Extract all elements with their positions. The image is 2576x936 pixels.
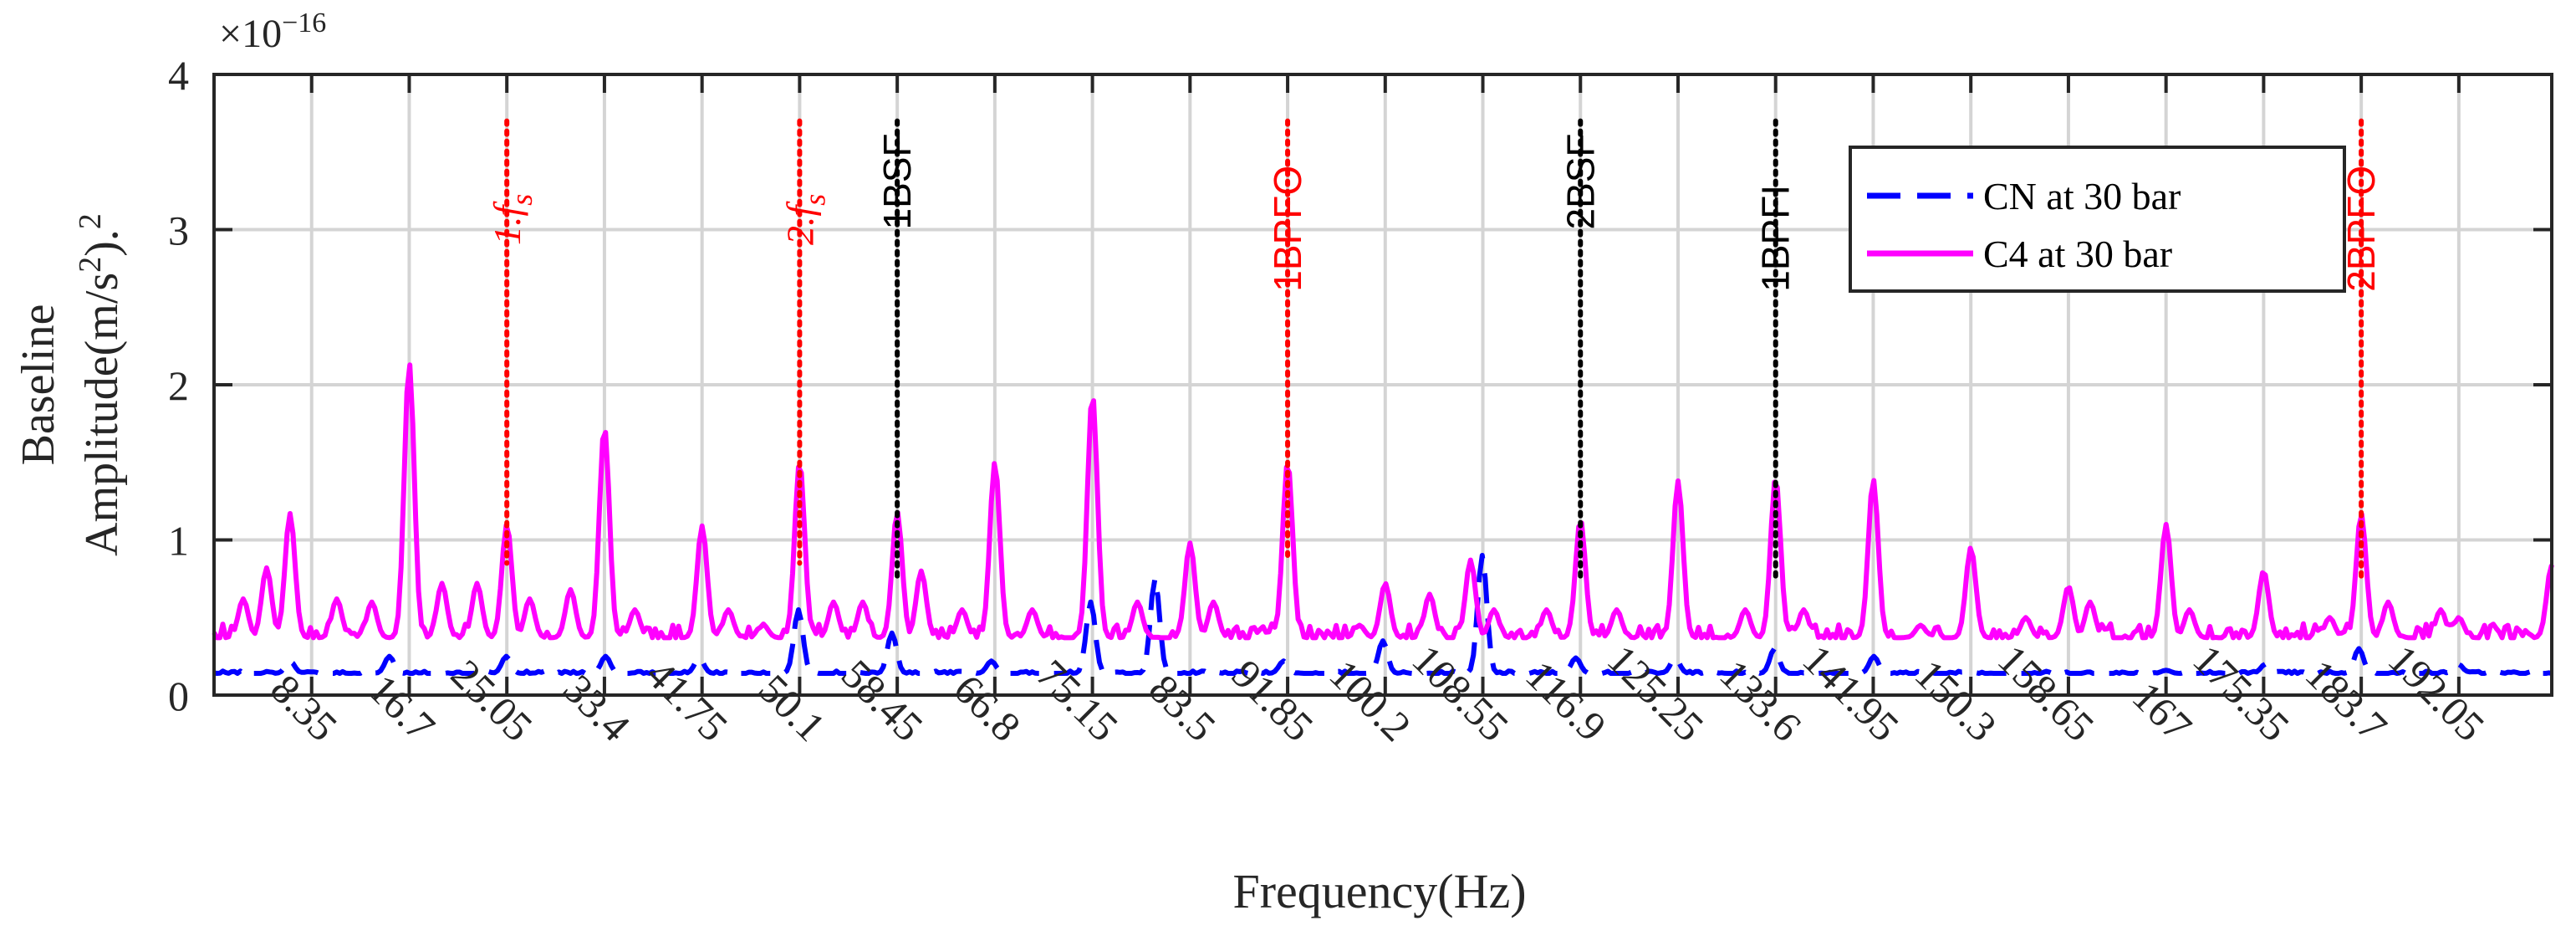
series-line-c4: [212, 362, 2554, 641]
y-tick-label: 2: [168, 362, 189, 409]
annotation-label: 1BPFI: [1754, 185, 1798, 292]
annotation-label: 1BPFO: [1266, 166, 1309, 292]
y-axis-label-line1: Baseline: [13, 304, 64, 466]
y-tick-label: 4: [168, 52, 189, 99]
y-tick-label: 1: [168, 518, 189, 565]
legend-label-cn: CN at 30 bar: [1983, 175, 2181, 217]
x-axis-label: Frequency(Hz): [1232, 864, 1526, 918]
series-layer: [212, 362, 2554, 676]
annotation-label: 2BPFO: [2339, 166, 2383, 292]
legend-label-c4: C4 at 30 bar: [1983, 233, 2172, 275]
y-exponent: ×10−16: [219, 8, 326, 56]
y-tick-label: 3: [168, 207, 189, 254]
y-tick-label: 0: [168, 673, 189, 719]
annotation-label: 1.fs: [486, 194, 538, 245]
annotation-label: 1BSF: [875, 133, 919, 229]
annotation-label: 2BSF: [1558, 133, 1602, 229]
annotation-layer: 1.fs 2.fs 1BSF 1BPFO 2BSF 1BPFI 2BPFO: [486, 118, 2383, 581]
y-axis-label-line2: Amplitude(m/s2).2: [73, 213, 128, 556]
legend-box: [1849, 146, 2346, 293]
series-line-cn: [213, 553, 2553, 676]
annotation-label: 2.fs: [778, 194, 831, 245]
legend: CN at 30 bar C4 at 30 bar: [1849, 146, 2346, 293]
